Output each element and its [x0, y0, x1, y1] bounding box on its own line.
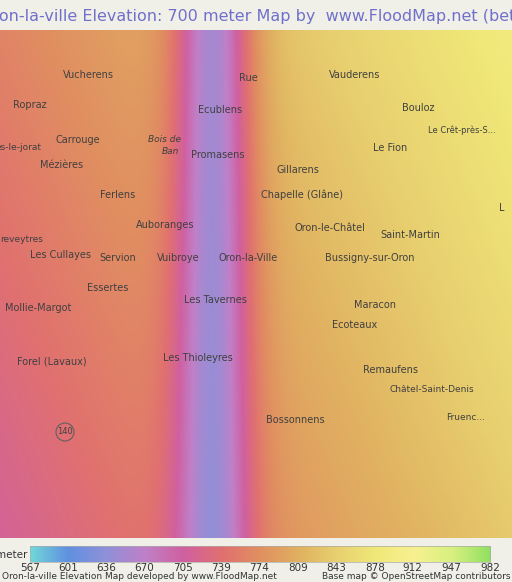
Text: Ecoteaux: Ecoteaux — [332, 320, 378, 330]
Text: 947: 947 — [441, 563, 461, 573]
Text: 670: 670 — [134, 563, 154, 573]
Text: L: L — [499, 203, 505, 213]
Text: Carrouge: Carrouge — [56, 135, 100, 145]
Text: Mézières: Mézières — [40, 160, 83, 170]
Text: Les Thioleyres: Les Thioleyres — [163, 353, 233, 363]
Text: Oron-la-Ville: Oron-la-Ville — [219, 253, 278, 263]
Text: Auboranges: Auboranges — [136, 220, 194, 230]
Text: Ropraz: Ropraz — [13, 100, 47, 110]
Text: Bossonnens: Bossonnens — [266, 415, 324, 425]
Text: Vuibroye: Vuibroye — [157, 253, 199, 263]
Text: Le Fion: Le Fion — [373, 143, 407, 153]
Text: Bussigny-sur-Oron: Bussigny-sur-Oron — [325, 253, 415, 263]
Text: Servion: Servion — [100, 253, 136, 263]
Text: Forel (Lavaux): Forel (Lavaux) — [17, 357, 87, 367]
Text: Vauderens: Vauderens — [329, 70, 381, 80]
Text: 567: 567 — [20, 563, 40, 573]
Text: Remaufens: Remaufens — [362, 365, 417, 375]
Text: Base map © OpenStreetMap contributors: Base map © OpenStreetMap contributors — [322, 572, 510, 581]
Text: Rue: Rue — [239, 73, 258, 83]
Text: es-le-jorat: es-le-jorat — [0, 144, 41, 152]
Text: 705: 705 — [173, 563, 193, 573]
Text: Bois de: Bois de — [148, 136, 181, 144]
Text: Chapelle (Glâne): Chapelle (Glâne) — [261, 190, 343, 200]
Text: Les Cullayes: Les Cullayes — [30, 250, 91, 260]
Text: 140: 140 — [57, 428, 73, 436]
Text: 912: 912 — [402, 563, 422, 573]
Text: Oron-la-ville Elevation: 700 meter Map by  www.FloodMap.net (beta): Oron-la-ville Elevation: 700 meter Map b… — [0, 9, 512, 24]
Text: Ecublens: Ecublens — [198, 105, 242, 115]
Bar — [30, 546, 490, 562]
Text: Le Crêt-près-S...: Le Crêt-près-S... — [428, 125, 496, 135]
Text: 636: 636 — [97, 563, 116, 573]
Text: Oron-la-ville Elevation Map developed by www.FloodMap.net: Oron-la-ville Elevation Map developed by… — [2, 572, 277, 581]
Text: Maracon: Maracon — [354, 300, 396, 310]
Text: Mollie-Margot: Mollie-Margot — [5, 303, 71, 313]
Text: Les Tavernes: Les Tavernes — [184, 295, 246, 305]
Text: Fruenc...: Fruenc... — [446, 413, 485, 423]
Text: 843: 843 — [326, 563, 346, 573]
Text: Oron-le-Châtel: Oron-le-Châtel — [294, 223, 366, 233]
Text: Gillarens: Gillarens — [276, 165, 319, 175]
Text: Bouloz: Bouloz — [402, 103, 434, 113]
Text: 774: 774 — [249, 563, 269, 573]
Text: 739: 739 — [211, 563, 230, 573]
Text: 878: 878 — [365, 563, 385, 573]
Text: 601: 601 — [58, 563, 77, 573]
Text: Promasens: Promasens — [191, 150, 245, 160]
Text: Châtel-Saint-Denis: Châtel-Saint-Denis — [390, 385, 474, 395]
Text: Ban: Ban — [161, 147, 179, 157]
Text: 982: 982 — [480, 563, 500, 573]
Text: Vucherens: Vucherens — [62, 70, 114, 80]
Text: meter: meter — [0, 550, 27, 560]
Text: Essertes: Essertes — [88, 283, 129, 293]
Text: Saint-Martin: Saint-Martin — [380, 230, 440, 240]
Text: reveytres: reveytres — [1, 236, 44, 244]
Text: Ferlens: Ferlens — [100, 190, 136, 200]
Text: 809: 809 — [288, 563, 308, 573]
